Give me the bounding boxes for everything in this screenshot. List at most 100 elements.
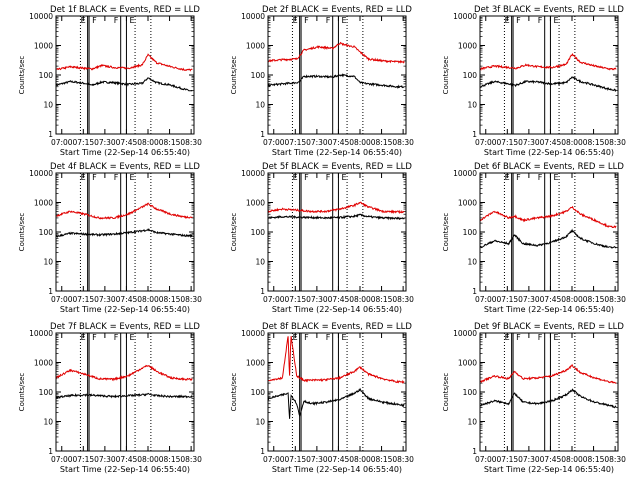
chart-panel: Det 6f BLACK = Events, RED = LLD Counts/s… xyxy=(442,162,626,314)
events-series-line xyxy=(267,387,405,419)
flag-label: F xyxy=(326,333,331,342)
chart-panel: Det 3f BLACK = Events, RED = LLD Counts/s… xyxy=(442,5,626,157)
y-axis-label: Counts/sec xyxy=(442,373,450,412)
lld-series-line xyxy=(55,53,193,72)
flag-label: E xyxy=(129,16,134,25)
x-axis-label: Start Time (22-Sep-14 06:55:40) xyxy=(272,465,402,474)
y-axis-label: Counts/sec xyxy=(18,213,26,252)
y-axis-label: Counts/sec xyxy=(442,56,450,95)
flag-label: F xyxy=(92,16,97,25)
events-series-line xyxy=(479,228,617,249)
lld-series-line xyxy=(479,205,617,229)
y-tick-label: 1 xyxy=(472,130,477,139)
x-tick-label: 07:30 xyxy=(94,455,116,464)
chart-panel: Det 7f BLACK = Events, RED = LLD Counts/s… xyxy=(18,322,202,474)
flag-label: E xyxy=(341,333,346,342)
flag-label: F xyxy=(516,173,521,182)
events-series-line xyxy=(55,392,193,399)
y-tick-label: 100 xyxy=(39,71,54,80)
events-series-line xyxy=(267,73,405,89)
plot-frame xyxy=(267,332,407,452)
x-tick-label: 07:45 xyxy=(540,138,562,147)
flag-label: F xyxy=(304,333,309,342)
x-tick-label: 08:15 xyxy=(371,455,393,464)
x-tick-label: 08:15 xyxy=(583,455,605,464)
flag-label: F xyxy=(538,333,543,342)
y-tick-label: 1000 xyxy=(458,199,477,208)
y-tick-label: 1000 xyxy=(458,359,477,368)
x-tick-label: 08:30 xyxy=(604,455,626,464)
x-tick-label: 08:15 xyxy=(159,138,181,147)
flag-label: F xyxy=(92,173,97,182)
flag-label: F xyxy=(516,16,521,25)
y-axis-label: Counts/sec xyxy=(18,373,26,412)
x-tick-label: 07:15 xyxy=(497,455,519,464)
x-tick-label: 07:00 xyxy=(51,138,73,147)
x-tick-label: 07:00 xyxy=(475,295,497,304)
y-tick-label: 100 xyxy=(39,388,54,397)
x-tick-label: 08:30 xyxy=(604,295,626,304)
chart-title: Det 7f BLACK = Events, RED = LLD xyxy=(50,322,200,332)
chart-panel: Det 5f BLACK = Events, RED = LLD Counts/s… xyxy=(230,162,414,314)
x-tick-label: 08:00 xyxy=(561,138,583,147)
x-tick-label: 08:00 xyxy=(349,295,371,304)
chart-panel: Det 9f BLACK = Events, RED = LLD Counts/s… xyxy=(442,322,626,474)
flag-label: E xyxy=(553,173,558,182)
lld-series-line xyxy=(267,41,405,64)
x-tick-label: 08:30 xyxy=(392,138,414,147)
y-tick-label: 1000 xyxy=(34,42,53,51)
y-tick-label: 10000 xyxy=(241,329,265,338)
flag-label: E xyxy=(553,333,558,342)
x-axis-label: Start Time (22-Sep-14 06:55:40) xyxy=(484,305,614,314)
flag-label: E xyxy=(129,333,134,342)
y-tick-label: 1 xyxy=(48,447,53,456)
y-tick-label: 100 xyxy=(463,388,478,397)
x-tick-label: 08:00 xyxy=(349,138,371,147)
x-tick-label: 07:45 xyxy=(540,455,562,464)
x-tick-label: 07:30 xyxy=(306,138,328,147)
y-tick-label: 1000 xyxy=(246,42,265,51)
chart-title: Det 9f BLACK = Events, RED = LLD xyxy=(474,322,624,332)
x-tick-label: 07:15 xyxy=(497,295,519,304)
x-tick-label: 07:00 xyxy=(51,455,73,464)
y-tick-label: 1000 xyxy=(458,42,477,51)
x-tick-label: 08:30 xyxy=(392,295,414,304)
y-tick-label: 10000 xyxy=(29,12,53,21)
y-tick-label: 10 xyxy=(43,258,53,267)
x-axis-label: Start Time (22-Sep-14 06:55:40) xyxy=(484,465,614,474)
y-tick-label: 10 xyxy=(467,101,477,110)
flag-label: F xyxy=(114,16,119,25)
x-tick-label: 07:15 xyxy=(285,138,307,147)
x-tick-label: 08:00 xyxy=(137,138,159,147)
x-tick-label: 07:30 xyxy=(518,455,540,464)
flag-label: F xyxy=(516,333,521,342)
plot-frame xyxy=(479,172,619,292)
events-series-line xyxy=(479,388,617,409)
y-tick-label: 1000 xyxy=(246,199,265,208)
plot-frame xyxy=(479,332,619,452)
x-tick-label: 08:15 xyxy=(583,138,605,147)
lld-series-line xyxy=(479,363,617,384)
plot-frame xyxy=(267,15,407,135)
x-tick-label: 07:45 xyxy=(328,295,350,304)
x-tick-label: 07:00 xyxy=(263,455,285,464)
y-tick-label: 1 xyxy=(48,287,53,296)
x-axis-label: Start Time (22-Sep-14 06:55:40) xyxy=(484,148,614,157)
y-tick-label: 10 xyxy=(255,418,265,427)
y-tick-label: 1000 xyxy=(34,199,53,208)
flag-label: F xyxy=(326,16,331,25)
y-tick-label: 100 xyxy=(251,71,266,80)
lld-series-line xyxy=(55,202,193,220)
plot-frame xyxy=(267,172,407,292)
x-tick-label: 07:15 xyxy=(497,138,519,147)
y-tick-label: 10 xyxy=(467,418,477,427)
y-tick-label: 1 xyxy=(260,130,265,139)
y-tick-label: 10 xyxy=(43,418,53,427)
y-tick-label: 100 xyxy=(39,228,54,237)
y-tick-label: 1 xyxy=(260,287,265,296)
x-tick-label: 08:30 xyxy=(604,138,626,147)
flag-label: E xyxy=(129,173,134,182)
x-tick-label: 08:30 xyxy=(392,455,414,464)
y-tick-label: 1 xyxy=(472,447,477,456)
